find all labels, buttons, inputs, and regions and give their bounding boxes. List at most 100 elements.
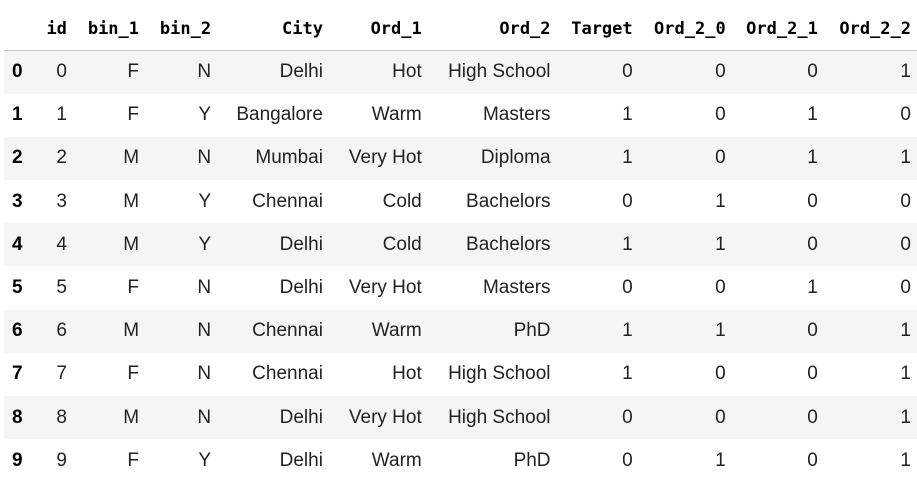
table-row: 2 2 M N Mumbai Very Hot Diploma 1 0 1 1	[4, 136, 917, 181]
table-cell: 0	[807, 233, 818, 255]
table-cell: 9	[56, 449, 67, 471]
table-cell: 0	[715, 104, 726, 126]
table-cell: 1	[900, 147, 911, 169]
table-cell: N	[197, 277, 212, 299]
table-cell: 5	[56, 277, 67, 299]
column-header-id[interactable]: id	[33, 8, 73, 51]
row-index: 5	[12, 277, 23, 299]
table-cell: 0	[900, 190, 911, 212]
table-cell: High School	[448, 363, 551, 385]
table-cell: 1	[622, 233, 633, 255]
table-cell: F	[127, 363, 140, 385]
table-cell: Chennai	[252, 320, 323, 342]
table-cell: 0	[900, 233, 911, 255]
table-cell: 1	[900, 449, 911, 471]
table-cell: 0	[56, 61, 67, 83]
table-cell: High School	[448, 61, 551, 83]
column-header-ord-1[interactable]: Ord_1	[328, 8, 428, 51]
table-cell: 0	[715, 277, 726, 299]
table-row: 5 5 F N Delhi Very Hot Masters 0 0 1 0	[4, 266, 917, 310]
table-cell: PhD	[513, 449, 551, 471]
row-index: 1	[12, 104, 23, 126]
table-cell: 0	[807, 320, 818, 342]
table-cell: 8	[56, 406, 67, 428]
table-cell: 1	[807, 277, 818, 299]
row-index: 0	[12, 61, 23, 83]
column-header-ord-2-0[interactable]: Ord_2_0	[638, 8, 732, 51]
table-cell: 0	[715, 406, 726, 428]
table-cell: F	[127, 104, 140, 126]
table-cell: Y	[198, 233, 212, 255]
table-cell: Bachelors	[466, 233, 551, 255]
table-row: 1 1 F Y Bangalore Warm Masters 1 0 1 0	[4, 93, 917, 137]
column-header-city[interactable]: City	[217, 8, 329, 51]
column-header-bin-1[interactable]: bin_1	[72, 8, 146, 51]
column-header-ord-2-1[interactable]: Ord_2_1	[731, 8, 824, 51]
table-cell: Y	[198, 449, 212, 471]
table-cell: 7	[56, 363, 67, 385]
dataframe-table: id bin_1 bin_2 City Ord_1 Ord_2 Target O…	[4, 8, 917, 483]
table-cell: 0	[807, 190, 818, 212]
table-cell: M	[123, 233, 140, 255]
table-cell: Y	[198, 104, 212, 126]
table-cell: 0	[715, 147, 726, 169]
table-cell: 0	[715, 61, 726, 83]
table-cell: 1	[622, 320, 633, 342]
table-cell: Y	[198, 190, 212, 212]
table-cell: 2	[56, 147, 67, 169]
table-cell: 1	[900, 61, 911, 83]
row-index: 3	[12, 190, 23, 212]
table-cell: Masters	[482, 104, 551, 126]
column-header-ord-2[interactable]: Ord_2	[427, 8, 557, 51]
row-index: 9	[12, 449, 23, 471]
table-cell: Hot	[392, 61, 422, 83]
column-header-bin-2[interactable]: bin_2	[145, 8, 218, 51]
table-cell: 1	[622, 147, 633, 169]
table-cell: 1	[900, 363, 911, 385]
table-cell: Chennai	[252, 190, 323, 212]
table-cell: 0	[807, 363, 818, 385]
table-body: 0 0 F N Delhi Hot High School 0 0 0 1 1 1 F Y Bangalore…	[4, 50, 917, 483]
table-cell: Masters	[482, 277, 551, 299]
table-cell: 4	[56, 233, 67, 255]
column-header-target[interactable]: Target	[556, 8, 639, 51]
table-cell: Delhi	[279, 61, 323, 83]
table-cell: 0	[807, 61, 818, 83]
table-cell: Hot	[392, 363, 422, 385]
table-cell: 1	[900, 320, 911, 342]
table-cell: Very Hot	[348, 406, 422, 428]
table-cell: 1	[715, 190, 726, 212]
table-cell: 0	[900, 277, 911, 299]
table-cell: 1	[715, 320, 726, 342]
table-cell: M	[123, 406, 140, 428]
table-cell: Delhi	[279, 277, 323, 299]
row-index: 2	[12, 147, 23, 169]
column-header-ord-2-2[interactable]: Ord_2_2	[823, 8, 917, 51]
table-cell: Cold	[382, 233, 422, 255]
table-cell: 1	[56, 104, 67, 126]
table-cell: Delhi	[279, 406, 323, 428]
table-cell: Delhi	[279, 449, 323, 471]
table-cell: 0	[807, 449, 818, 471]
table-cell: PhD	[513, 320, 551, 342]
table-cell: 6	[56, 320, 67, 342]
table-row: 4 4 M Y Delhi Cold Bachelors 1 1 0 0	[4, 223, 917, 267]
table-row: 7 7 F N Chennai Hot High School 1 0 0 1	[4, 352, 917, 396]
row-index: 8	[12, 406, 23, 428]
table-cell: Warm	[371, 320, 422, 342]
table-cell: 0	[807, 406, 818, 428]
table-cell: 0	[622, 190, 633, 212]
table-cell: 0	[622, 61, 633, 83]
table-cell: F	[127, 277, 140, 299]
table-cell: Delhi	[279, 233, 323, 255]
table-cell: High School	[448, 406, 551, 428]
table-cell: 1	[715, 449, 726, 471]
table-cell: N	[197, 61, 212, 83]
table-cell: Warm	[371, 449, 422, 471]
table-cell: 0	[622, 277, 633, 299]
table-row: 8 8 M N Delhi Very Hot High School 0 0 0 1	[4, 396, 917, 440]
table-cell: N	[197, 147, 212, 169]
table-cell: F	[127, 449, 140, 471]
header-row: id bin_1 bin_2 City Ord_1 Ord_2 Target O…	[4, 8, 917, 51]
table-cell: N	[197, 363, 212, 385]
